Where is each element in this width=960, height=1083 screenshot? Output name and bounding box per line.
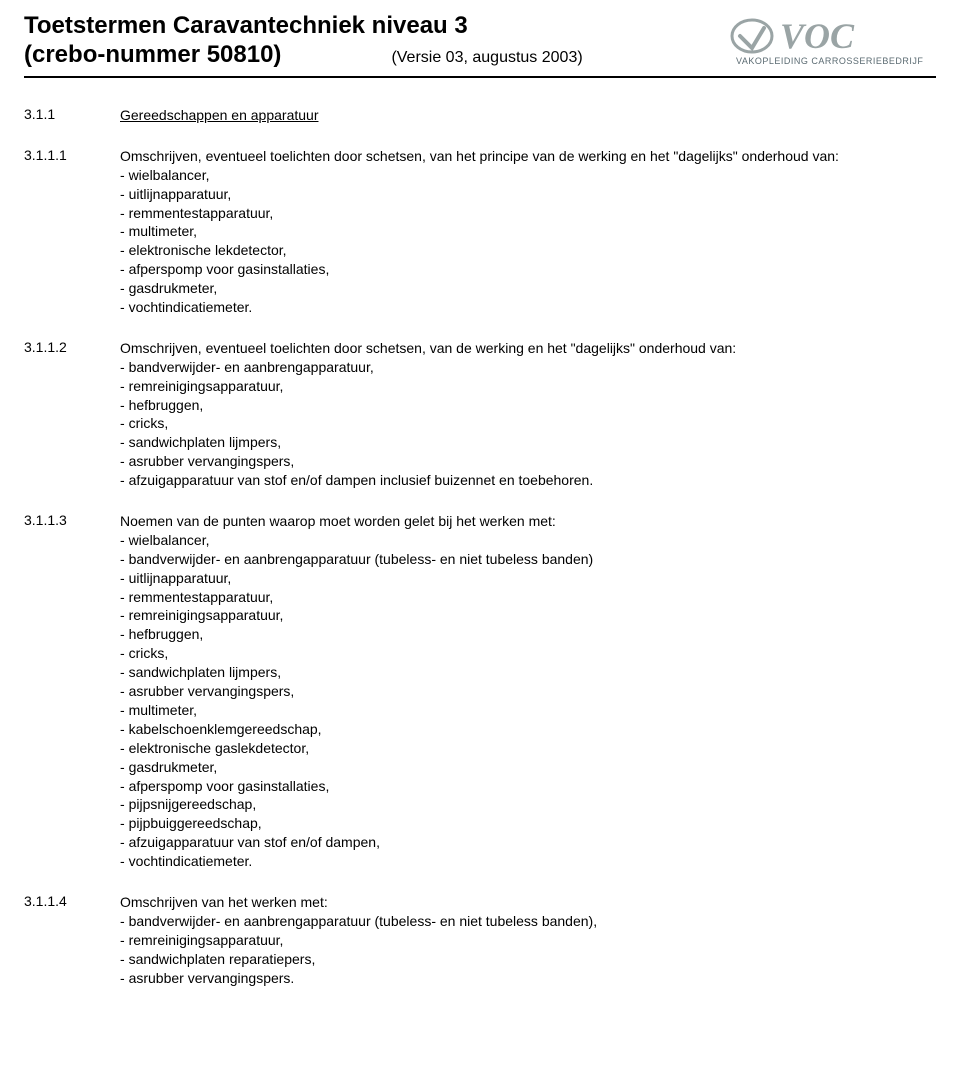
list-item: pijpsnijgereedschap, <box>120 795 593 814</box>
list-item: remreinigingsapparatuur, <box>120 606 593 625</box>
list-item: wielbalancer, <box>120 166 839 185</box>
list-item: bandverwijder- en aanbrengapparatuur, <box>120 358 736 377</box>
list-item: wielbalancer, <box>120 531 593 550</box>
list-item: afperspomp voor gasinstallaties, <box>120 777 593 796</box>
list-item: afperspomp voor gasinstallaties, <box>120 260 839 279</box>
header-titles: Toetstermen Caravantechniek niveau 3 (cr… <box>24 12 710 69</box>
list-item: asrubber vervangingspers, <box>120 452 736 471</box>
list-item: asrubber vervangingspers, <box>120 682 593 701</box>
section-number: 3.1.1.4 <box>24 893 120 987</box>
list-item: vochtindicatiemeter. <box>120 298 839 317</box>
section-number: 3.1.1.1 <box>24 147 120 317</box>
list-item: elektronische gaslekdetector, <box>120 739 593 758</box>
list-item: sandwichplaten reparatiepers, <box>120 950 597 969</box>
doc-subtitle-row: (crebo-nummer 50810) (Versie 03, augustu… <box>24 41 710 69</box>
section-intro: Omschrijven van het werken met: <box>120 893 597 912</box>
doc-title: Toetstermen Caravantechniek niveau 3 <box>24 12 710 41</box>
list-item: uitlijnapparatuur, <box>120 185 839 204</box>
section-item-list: bandverwijder- en aanbrengapparatuur (tu… <box>120 912 597 988</box>
list-item: uitlijnapparatuur, <box>120 569 593 588</box>
section-body: Omschrijven van het werken met:bandverwi… <box>120 893 597 987</box>
section-body: Omschrijven, eventueel toelichten door s… <box>120 339 736 490</box>
page-header: Toetstermen Caravantechniek niveau 3 (cr… <box>24 12 936 78</box>
logo-text-top: VOC <box>780 16 855 56</box>
section-item-list: wielbalancer,uitlijnapparatuur,remmentes… <box>120 166 839 317</box>
list-item: afzuigapparatuur van stof en/of dampen, <box>120 833 593 852</box>
section-row: 3.1.1.2Omschrijven, eventueel toelichten… <box>24 339 936 490</box>
sections-container: 3.1.1Gereedschappen en apparatuur 3.1.1.1… <box>24 106 936 987</box>
section-item-list: wielbalancer,bandverwijder- en aanbrenga… <box>120 531 593 871</box>
section-intro: Noemen van de punten waarop moet worden … <box>120 512 593 531</box>
list-item: asrubber vervangingspers. <box>120 969 597 988</box>
section-item-list: bandverwijder- en aanbrengapparatuur,rem… <box>120 358 736 490</box>
list-item: remreinigingsapparatuur, <box>120 931 597 950</box>
list-item: gasdrukmeter, <box>120 279 839 298</box>
section-heading: Gereedschappen en apparatuur <box>120 107 318 123</box>
list-item: hefbruggen, <box>120 625 593 644</box>
list-item: kabelschoenklemgereedschap, <box>120 720 593 739</box>
list-item: remreinigingsapparatuur, <box>120 377 736 396</box>
list-item: remmentestapparatuur, <box>120 588 593 607</box>
list-item: sandwichplaten lijmpers, <box>120 433 736 452</box>
list-item: elektronische lekdetector, <box>120 241 839 260</box>
section-number: 3.1.1.3 <box>24 512 120 871</box>
logo-text-bottom: VAKOPLEIDING CARROSSERIEBEDRIJF <box>736 56 923 66</box>
doc-subtitle: (crebo-nummer 50810) <box>24 41 281 69</box>
list-item: pijpbuiggereedschap, <box>120 814 593 833</box>
list-item: hefbruggen, <box>120 396 736 415</box>
list-item: sandwichplaten lijmpers, <box>120 663 593 682</box>
voc-logo: VOC VAKOPLEIDING CARROSSERIEBEDRIJF <box>726 14 936 70</box>
section-row: 3.1.1.1Omschrijven, eventueel toelichten… <box>24 147 936 317</box>
section-body: Gereedschappen en apparatuur <box>120 106 318 125</box>
list-item: multimeter, <box>120 222 839 241</box>
list-item: afzuigapparatuur van stof en/of dampen i… <box>120 471 736 490</box>
list-item: bandverwijder- en aanbrengapparatuur (tu… <box>120 912 597 931</box>
section-number: 3.1.1 <box>24 106 120 125</box>
doc-version: (Versie 03, augustus 2003) <box>391 49 582 67</box>
list-item: cricks, <box>120 414 736 433</box>
section-body: Omschrijven, eventueel toelichten door s… <box>120 147 839 317</box>
section-number: 3.1.1.2 <box>24 339 120 490</box>
list-item: cricks, <box>120 644 593 663</box>
section-row: 3.1.1.3Noemen van de punten waarop moet … <box>24 512 936 871</box>
list-item: remmentestapparatuur, <box>120 204 839 223</box>
section-row: 3.1.1Gereedschappen en apparatuur <box>24 106 936 125</box>
section-intro: Omschrijven, eventueel toelichten door s… <box>120 147 839 166</box>
list-item: multimeter, <box>120 701 593 720</box>
list-item: bandverwijder- en aanbrengapparatuur (tu… <box>120 550 593 569</box>
list-item: vochtindicatiemeter. <box>120 852 593 871</box>
list-item: gasdrukmeter, <box>120 758 593 777</box>
section-intro: Omschrijven, eventueel toelichten door s… <box>120 339 736 358</box>
section-row: 3.1.1.4Omschrijven van het werken met:ba… <box>24 893 936 987</box>
section-body: Noemen van de punten waarop moet worden … <box>120 512 593 871</box>
